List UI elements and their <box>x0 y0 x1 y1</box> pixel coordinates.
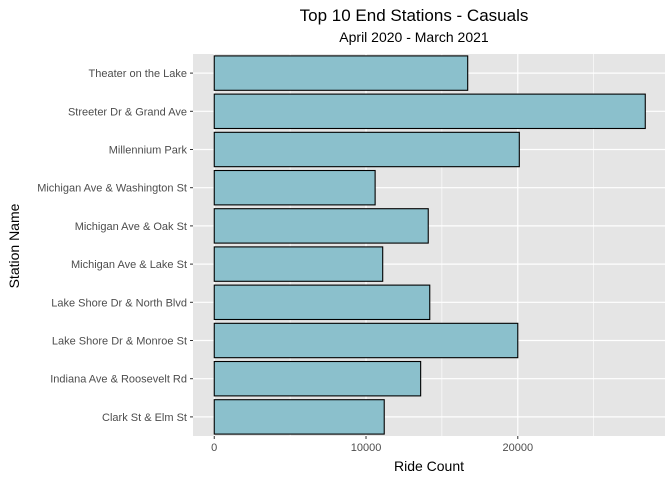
y-tick-label: Michigan Ave & Lake St <box>71 259 187 271</box>
bar <box>213 93 646 130</box>
bar <box>213 322 519 359</box>
y-tick-label: Lake Shore Dr & Monroe St <box>52 336 187 348</box>
chart-subtitle: April 2020 - March 2021 <box>339 29 489 45</box>
y-axis: Theater on the Lake Streeter Dr & Grand A… <box>37 68 193 424</box>
y-tick-label: Streeter Dr & Grand Ave <box>68 106 187 118</box>
bar <box>213 246 384 282</box>
y-tick-label: Michigan Ave & Oak St <box>75 221 187 233</box>
bar <box>213 169 376 206</box>
chart-title: Top 10 End Stations - Casuals <box>300 6 529 25</box>
y-tick-label: Millennium Park <box>109 145 188 157</box>
x-tick-label: 20000 <box>502 442 533 454</box>
y-axis-title: Station Name <box>6 203 22 288</box>
x-axis: 0 10000 20000 <box>211 436 533 454</box>
y-tick-label: Indiana Ave & Roosevelt Rd <box>50 374 187 386</box>
bar <box>213 284 431 321</box>
x-tick-label: 0 <box>211 442 217 454</box>
x-axis-title: Ride Count <box>394 458 464 474</box>
y-tick-label: Lake Shore Dr & North Blvd <box>51 297 187 309</box>
y-tick-label: Clark St & Elm St <box>102 412 187 424</box>
x-tick-label: 10000 <box>351 442 382 454</box>
bar <box>213 131 520 168</box>
bar <box>213 360 422 397</box>
bar <box>213 208 429 244</box>
bars <box>213 55 646 435</box>
y-tick-label: Michigan Ave & Washington St <box>37 183 187 195</box>
y-tick-label: Theater on the Lake <box>89 68 187 80</box>
bar <box>213 399 385 435</box>
bar <box>213 55 469 91</box>
